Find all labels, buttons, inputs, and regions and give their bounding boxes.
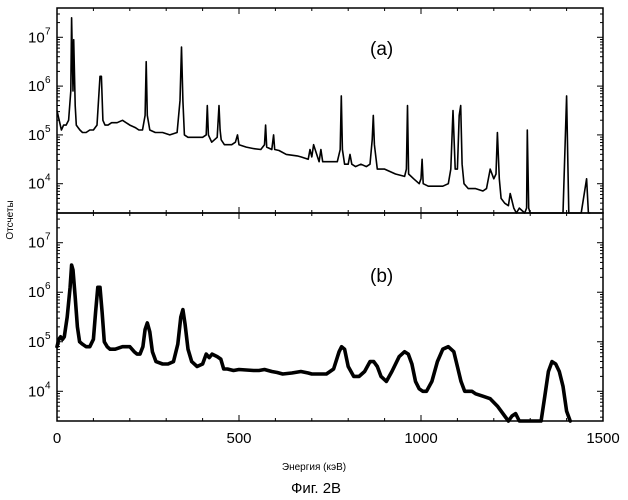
y-tick-label: 10 [28,78,45,95]
y-tick-label: 10 [28,127,45,144]
plot-frame-b [57,213,603,421]
spectrum-line-a [57,18,590,213]
ticks-panel-b: 104105106107 [28,213,603,421]
y-tick-label: 10 [28,383,45,400]
y-tick-label: 10 [28,29,45,46]
y-tick-exponent: 6 [45,75,51,86]
y-tick-label: 10 [28,284,45,301]
figure-caption: Фиг. 2В [291,480,341,497]
y-tick-exponent: 4 [45,173,51,184]
y-tick-exponent: 7 [45,26,51,37]
spectrum-line-b [57,265,570,421]
ticks-panel-a: 104105106107 [28,8,603,213]
y-tick-exponent: 7 [45,232,51,243]
y-tick-label: 10 [28,235,45,252]
y-axis-label: Отсчеты [5,200,16,239]
y-tick-exponent: 5 [45,124,51,135]
panel-label-a: (a) [370,39,393,60]
y-tick-exponent: 6 [45,281,51,292]
x-tick-label: 0 [53,430,61,447]
x-tick-label: 500 [226,430,251,447]
x-tick-label: 1000 [404,430,437,447]
y-tick-label: 10 [28,334,45,351]
y-tick-exponent: 4 [45,380,51,391]
x-axis-label: Энергия (кэВ) [282,462,346,473]
y-tick-label: 10 [28,176,45,193]
plot-frame-a [57,8,603,213]
x-tick-label: 1500 [586,430,619,447]
x-ticks: 0 500 1000 1500 [53,430,620,447]
y-tick-exponent: 5 [45,331,51,342]
panel-label-b: (b) [370,266,393,287]
